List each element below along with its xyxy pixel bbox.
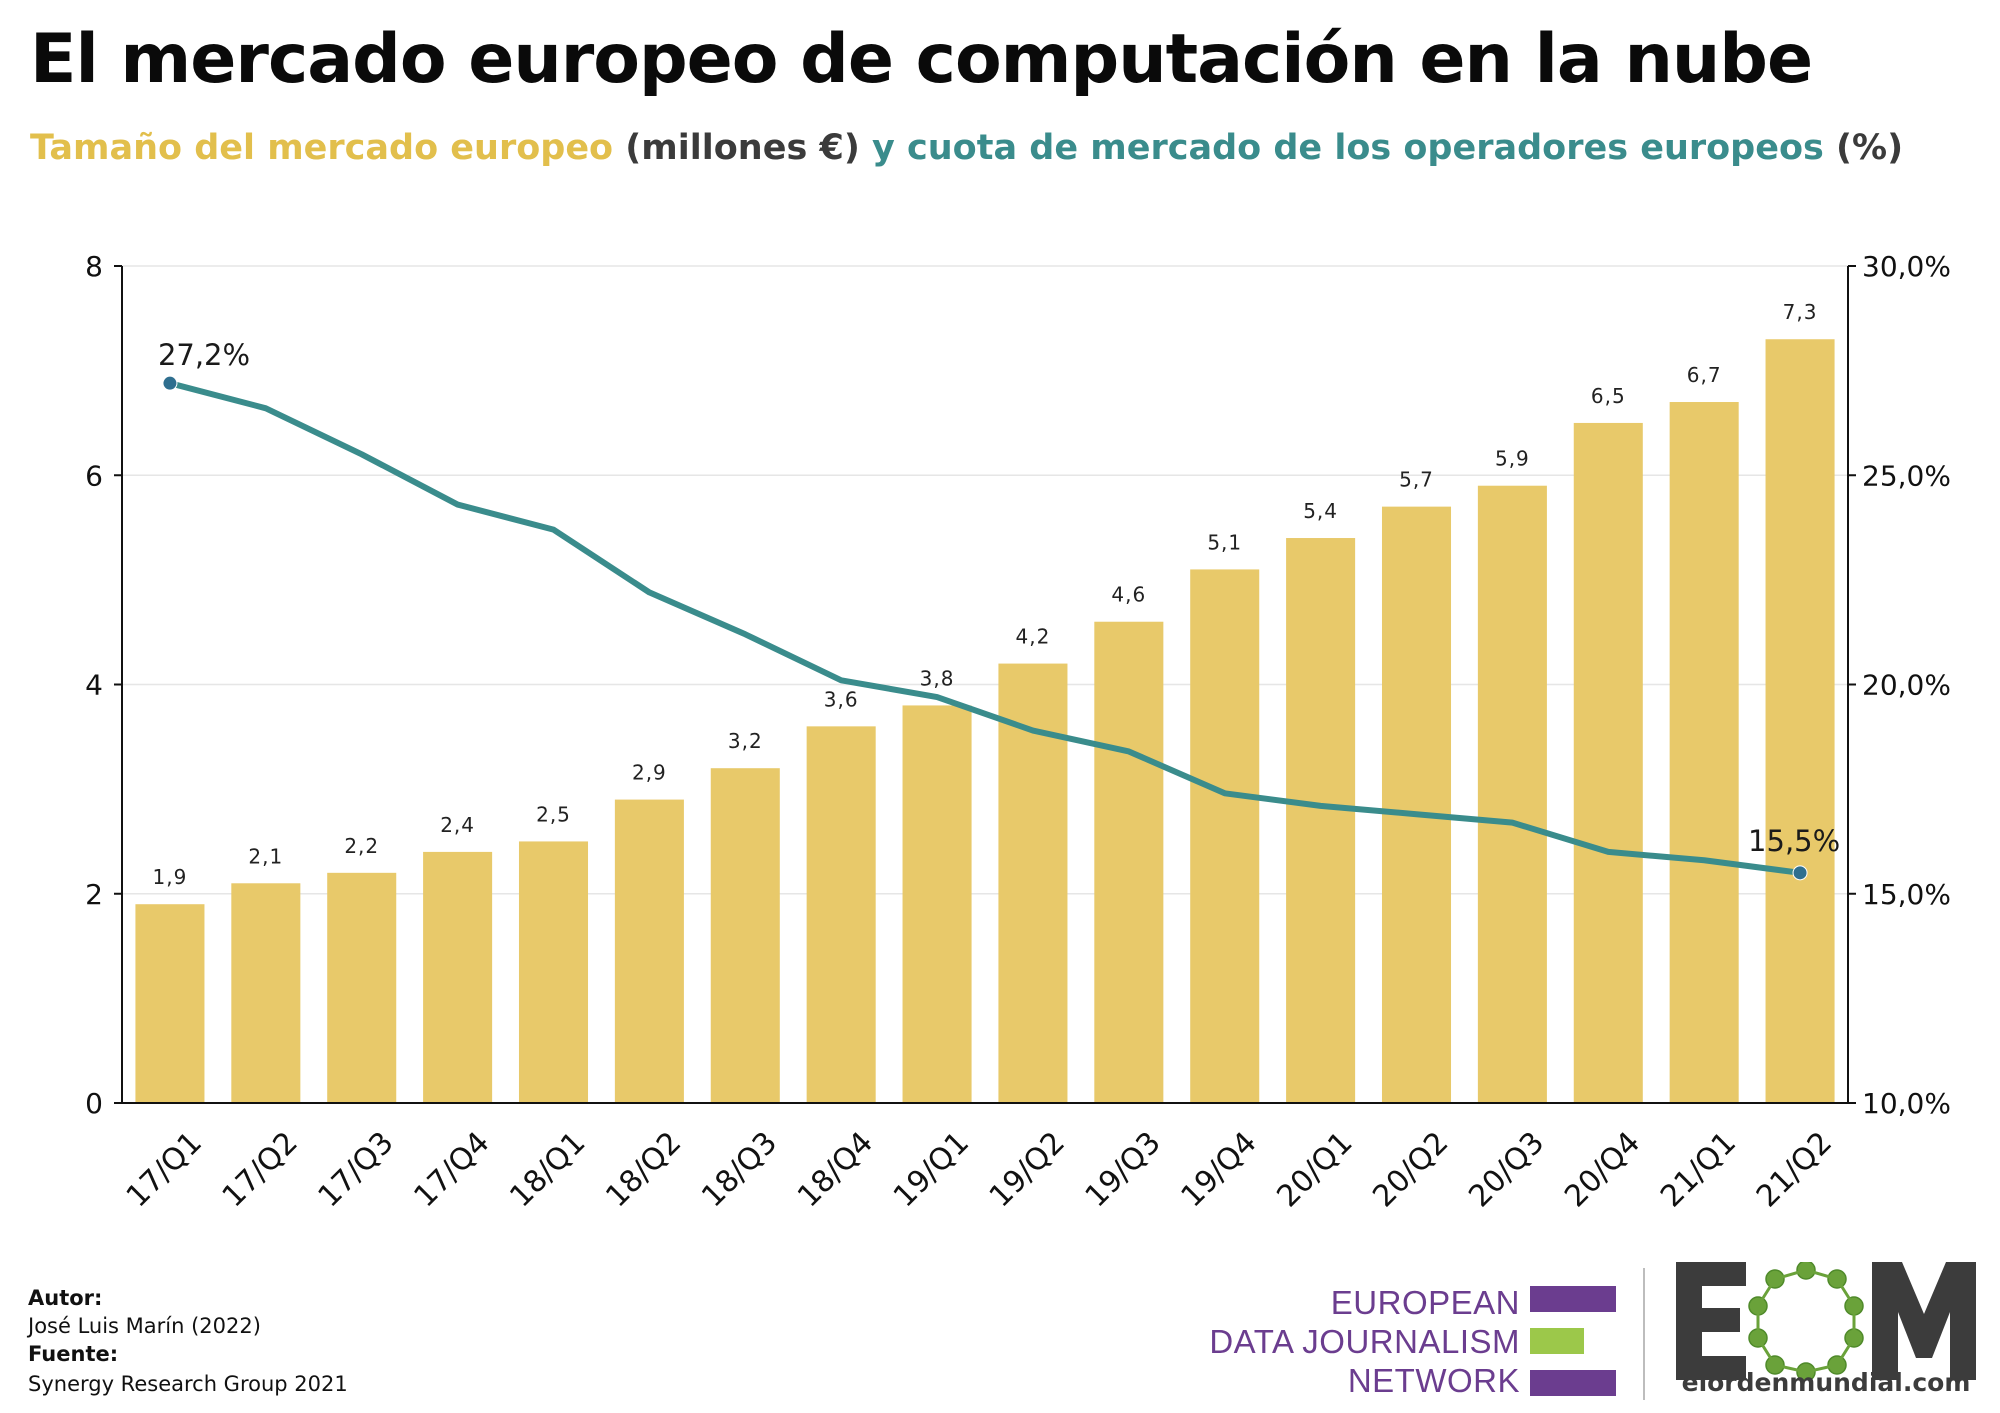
chart-title: El mercado europeo de computación en la … xyxy=(30,20,1813,99)
left-tick-label: 2 xyxy=(85,878,103,911)
subtitle-market-size: Tamaño del mercado europeo xyxy=(30,128,614,168)
bar-value-label: 3,6 xyxy=(824,687,859,711)
edjn-line-3: NETWORK xyxy=(1347,1362,1520,1399)
right-tick-label: 30,0% xyxy=(1862,250,1951,283)
x-tick-label: 20/Q3 xyxy=(1462,1125,1551,1214)
bar-value-label: 2,1 xyxy=(248,844,283,868)
x-tick-label: 21/Q2 xyxy=(1750,1125,1839,1214)
author-label-row: Autor: xyxy=(28,1286,102,1310)
source-label-row: Fuente: xyxy=(28,1342,118,1366)
x-tick-label: 20/Q2 xyxy=(1366,1125,1455,1214)
x-tick-label: 18/Q2 xyxy=(599,1125,688,1214)
bar-value-label: 6,5 xyxy=(1591,384,1626,408)
line-series: 27,2% 15,5% xyxy=(158,338,1840,881)
bar-value-label: 4,6 xyxy=(1111,583,1146,607)
bar-value-label: 2,5 xyxy=(536,802,571,826)
x-tick-label: 19/Q3 xyxy=(1079,1125,1168,1214)
bar-value-label: 2,2 xyxy=(344,834,379,858)
bar xyxy=(1094,621,1164,1103)
x-tick-label: 17/Q1 xyxy=(120,1125,209,1214)
x-tick-label: 19/Q2 xyxy=(983,1125,1072,1214)
left-tick-label: 8 xyxy=(85,250,103,283)
x-tick-label: 18/Q1 xyxy=(503,1125,592,1214)
line-point-label: 27,2% xyxy=(158,338,250,372)
right-tick-label: 15,0% xyxy=(1862,878,1951,911)
author-label: Autor: xyxy=(28,1286,103,1310)
x-tick-label: 17/Q4 xyxy=(407,1125,496,1214)
bar xyxy=(327,872,397,1103)
x-tick-label: 21/Q1 xyxy=(1654,1125,1743,1214)
x-tick-label: 20/Q1 xyxy=(1270,1125,1359,1214)
bar xyxy=(231,883,301,1103)
share-line xyxy=(166,380,1804,876)
gridlines xyxy=(122,265,1848,895)
x-tick-label: 17/Q2 xyxy=(216,1125,305,1214)
eom-logo xyxy=(1676,1262,1976,1380)
bar xyxy=(1190,569,1260,1103)
bar xyxy=(806,726,876,1103)
bar-value-label: 5,4 xyxy=(1303,499,1338,523)
bar-value-label: 4,2 xyxy=(1016,625,1051,649)
bar xyxy=(1286,538,1356,1103)
x-tick-label: 18/Q4 xyxy=(791,1125,880,1214)
x-tick-label: 20/Q4 xyxy=(1558,1125,1647,1214)
right-tick-label: 25,0% xyxy=(1862,459,1951,492)
x-tick-label: 19/Q1 xyxy=(887,1125,976,1214)
bar xyxy=(135,904,205,1103)
chart-area: 1,9 2,1 2,2 2,4 2,5 2,9 3,2 3,6 3,8 4,2 4,6 5,1 5,4 5… xyxy=(85,250,1951,1214)
bar-series xyxy=(135,339,1835,1103)
right-tick-label: 20,0% xyxy=(1862,669,1951,702)
bar-value-label: 2,9 xyxy=(632,761,667,785)
bar-value-labels: 1,9 2,1 2,2 2,4 2,5 2,9 3,2 3,6 3,8 4,2 4,6 5,1 5,4 5… xyxy=(153,300,1818,889)
bar-value-label: 1,9 xyxy=(153,865,188,889)
edjn-line-1: EUROPEAN xyxy=(1330,1284,1520,1321)
bar xyxy=(1765,339,1835,1103)
logo-divider xyxy=(1643,1268,1645,1400)
bar-value-label: 6,7 xyxy=(1687,363,1722,387)
eom-url: elordenmundial.com xyxy=(1681,1368,1971,1397)
bar xyxy=(1573,422,1643,1103)
bar-value-label: 3,2 xyxy=(728,729,763,753)
left-tick-label: 0 xyxy=(85,1087,103,1120)
right-tick-label: 10,0% xyxy=(1862,1087,1951,1120)
bar xyxy=(902,705,972,1103)
x-tick-label: 19/Q4 xyxy=(1175,1125,1264,1214)
x-axis-ticks: 17/Q1 17/Q2 17/Q3 17/Q4 18/Q1 18/Q2 18/Q3 18/Q4… xyxy=(120,1125,1839,1214)
line-point-label: 15,5% xyxy=(1748,824,1840,858)
source-name: Synergy Research Group 2021 xyxy=(28,1372,348,1396)
x-tick-label: 17/Q3 xyxy=(312,1125,401,1214)
edjn-logo-text: EUROPEAN DATA JOURNALISM NETWORK xyxy=(1209,1283,1520,1400)
source-label: Fuente: xyxy=(28,1342,119,1366)
bar-value-label: 5,9 xyxy=(1495,447,1530,471)
subtitle-market-share: y cuota de mercado de los operadores eur… xyxy=(872,128,1824,168)
bar-value-label: 5,7 xyxy=(1399,468,1434,492)
edjn-logo-mark xyxy=(1530,1286,1616,1396)
left-axis-ticks: 0 2 4 6 8 xyxy=(85,250,122,1120)
bar-value-label: 5,1 xyxy=(1207,530,1242,554)
author-name: José Luis Marín (2022) xyxy=(28,1314,261,1338)
bar-value-label: 3,8 xyxy=(920,666,955,690)
bar xyxy=(1669,402,1739,1103)
chart-subtitle: Tamaño del mercado europeo (millones €) … xyxy=(30,128,1903,168)
edjn-line-2: DATA JOURNALISM xyxy=(1209,1323,1520,1360)
bar-value-label: 2,4 xyxy=(440,813,475,837)
x-tick-label: 18/Q3 xyxy=(695,1125,784,1214)
bar xyxy=(1477,485,1547,1103)
bar xyxy=(423,851,493,1103)
left-tick-label: 6 xyxy=(85,459,103,492)
bar-value-label: 7,3 xyxy=(1783,300,1818,324)
subtitle-unit-percent: (%) xyxy=(1823,128,1904,168)
bar xyxy=(518,841,589,1103)
line-marker xyxy=(162,375,178,391)
bar xyxy=(1381,506,1452,1103)
right-axis-ticks: 10,0% 15,0% 20,0% 25,0% 30,0% xyxy=(1848,250,1951,1120)
bar xyxy=(614,799,684,1103)
bar xyxy=(710,768,780,1103)
left-tick-label: 4 xyxy=(85,669,103,702)
line-marker xyxy=(1792,865,1808,881)
subtitle-unit-millions: (millones €) xyxy=(613,128,873,168)
